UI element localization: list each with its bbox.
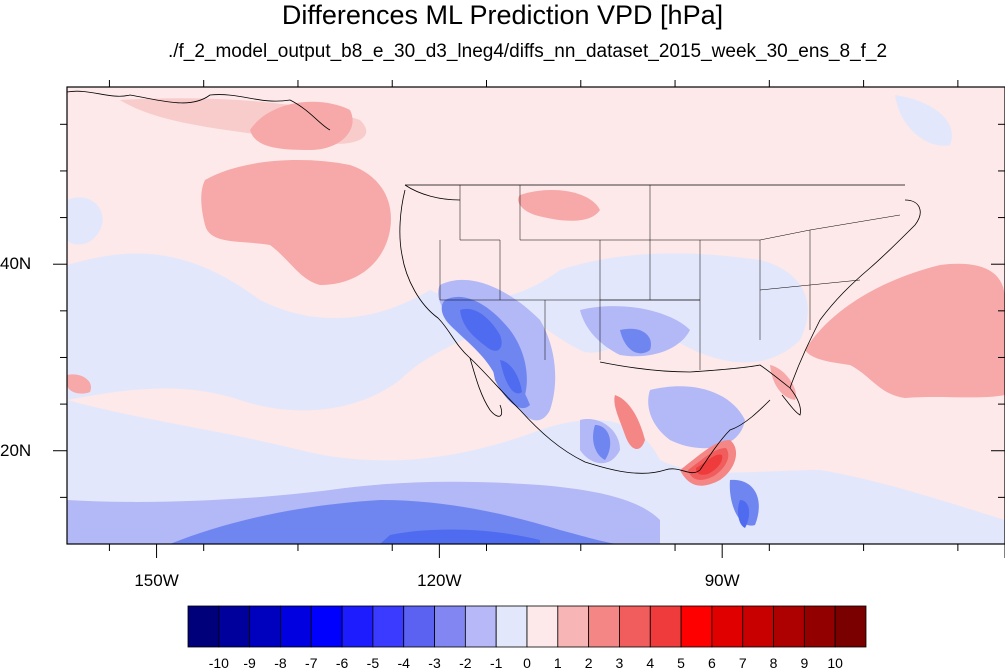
colorbar-label: -4 [397, 655, 410, 671]
colorbar-label: 9 [800, 655, 809, 671]
colorbar-label: -2 [459, 655, 472, 671]
colorbar-label: -3 [428, 655, 441, 671]
colorbar-box [372, 605, 405, 648]
colorbar-label: -10 [208, 655, 229, 671]
colorbar [187, 605, 867, 648]
colorbar-box [619, 605, 651, 648]
positive-regions [67, 101, 1005, 400]
colorbar-box [773, 605, 805, 648]
colorbar-label: -7 [305, 655, 318, 671]
colorbar-box [495, 605, 528, 648]
coastline-outline [67, 90, 921, 474]
colorbar-box [557, 605, 590, 648]
colorbar-box [434, 605, 466, 648]
chart-subtitle: ./f_2_model_output_b8_e_30_d3_lneg4/diff… [167, 41, 888, 62]
colorbar-box [588, 605, 620, 648]
colorbar-box [187, 605, 220, 648]
colorbar-label: 3 [615, 655, 624, 671]
colorbar-box [218, 605, 251, 648]
colorbar-box [341, 605, 374, 648]
colorbar-box [680, 605, 713, 648]
colorbar-label: 8 [769, 655, 778, 671]
lon-label: 120W [417, 571, 462, 590]
colorbar-label: 4 [646, 655, 655, 671]
colorbar-label: -1 [489, 655, 503, 671]
colorbar-label: 5 [677, 655, 685, 671]
colorbar-label: 6 [708, 655, 716, 671]
axis-ticks [53, 80, 1005, 558]
colorbar-box [834, 605, 867, 648]
gulf-positive-anomaly [614, 395, 737, 486]
colorbar-box [803, 605, 836, 648]
colorbar-label: 10 [827, 655, 843, 671]
colorbar-box [464, 605, 497, 648]
lat-label: 40N [0, 254, 32, 274]
colorbar-box [280, 605, 312, 648]
colorbar-box [649, 605, 682, 648]
chart-title: Differences ML Prediction VPD [hPa] [281, 0, 724, 30]
colorbar-box [403, 605, 435, 648]
colorbar-label: -9 [243, 655, 256, 671]
colorbar-label: -5 [366, 655, 380, 671]
colorbar-box [526, 605, 559, 648]
colorbar-box [249, 605, 281, 648]
colorbar-label: -6 [335, 655, 349, 671]
negative-core-regions [380, 308, 750, 544]
colorbar-label: 7 [738, 655, 747, 671]
lon-label: 150W [134, 571, 179, 590]
lat-label: 20N [0, 440, 32, 460]
colorbar-label: -8 [274, 655, 287, 671]
colorbar-label: 1 [553, 655, 562, 671]
state-borders [439, 185, 901, 370]
plot-frame [66, 86, 1005, 545]
colorbar-label: 0 [523, 655, 531, 671]
colorbar-box [742, 605, 774, 648]
lon-label: 90W [704, 571, 740, 590]
colorbar-box [711, 605, 744, 648]
colorbar-box [310, 605, 343, 648]
colorbar-label: 2 [584, 655, 593, 671]
